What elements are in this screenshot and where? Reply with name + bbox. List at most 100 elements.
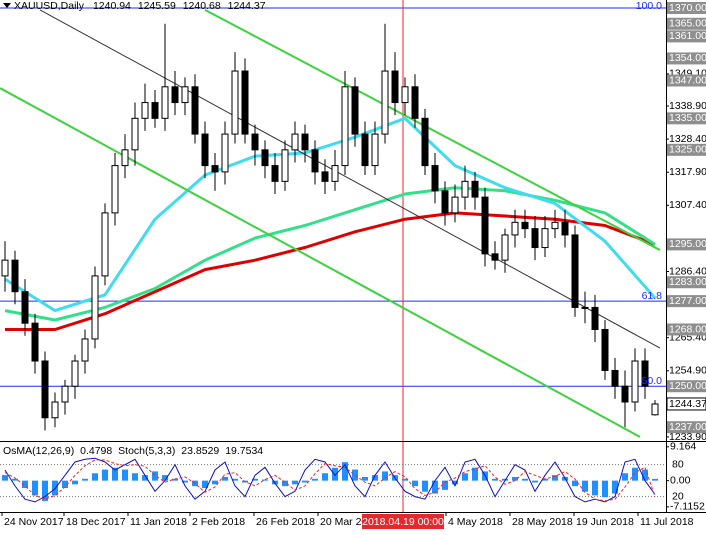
level-label: 1325.00 xyxy=(669,144,706,156)
candle-body xyxy=(421,117,429,167)
candle-body xyxy=(331,165,339,182)
candle-body xyxy=(81,338,89,362)
open-value: 1240.94 xyxy=(93,0,131,12)
candle-body xyxy=(21,291,29,324)
candle-body xyxy=(631,360,639,403)
price-box xyxy=(666,397,706,411)
level-label: 1370.00 xyxy=(669,2,706,14)
level-box xyxy=(667,143,706,156)
candle-body xyxy=(471,180,479,198)
candle-body xyxy=(11,259,19,293)
osma-bar xyxy=(422,480,428,492)
candle-body xyxy=(321,171,329,182)
osma-bar xyxy=(12,478,18,481)
stoch-main-value: 23.8529 xyxy=(181,445,219,457)
symbol: XAUUSD,Daily xyxy=(14,0,85,12)
osma-bar xyxy=(142,475,148,481)
level-box xyxy=(667,52,706,65)
moving-average xyxy=(4,186,656,322)
candle-body xyxy=(301,133,309,151)
osma-bar xyxy=(582,480,588,492)
level-label: 1277.00 xyxy=(669,295,706,307)
osma-bar xyxy=(222,476,228,481)
x-tick-label: 2 Feb 2018 xyxy=(192,516,245,528)
x-tick-label: 18 Dec 2017 xyxy=(66,516,126,528)
candle-body xyxy=(461,180,469,198)
candle-body xyxy=(531,228,539,249)
candle-body xyxy=(391,70,399,104)
candle-body xyxy=(31,322,39,362)
candle-body xyxy=(551,221,559,230)
candle-body xyxy=(61,385,69,403)
x-tick-label: 28 May 2018 xyxy=(512,516,573,528)
osma-bar xyxy=(322,473,328,481)
high-value: 1245.59 xyxy=(138,0,176,12)
y-tick-label: 1338.90 xyxy=(669,100,706,112)
level-box xyxy=(667,74,706,87)
osma-bar xyxy=(32,480,38,496)
candle-body xyxy=(51,401,59,419)
osma-bar xyxy=(182,480,188,483)
candle-body xyxy=(381,70,389,135)
y-tick-label: 1286.40 xyxy=(669,265,706,277)
osma-bar xyxy=(132,473,138,481)
candle-body xyxy=(291,133,299,151)
osma-bar xyxy=(22,480,28,489)
x-tick-label: 19 Jun 2018 xyxy=(576,516,634,528)
candle-body xyxy=(481,196,489,255)
osma-bar xyxy=(452,480,458,485)
osma-bar xyxy=(592,480,598,496)
candle-body xyxy=(71,360,79,387)
osma-bar xyxy=(122,469,128,481)
osma-bar xyxy=(72,480,78,485)
stoch-name: Stoch(5,3,3) xyxy=(118,445,175,457)
chart-title: XAUUSD,Daily 1240.94 1245.59 1240.68 124… xyxy=(14,0,266,12)
candle-body xyxy=(261,149,269,167)
candle-body xyxy=(651,403,659,416)
osma-bar xyxy=(342,462,348,481)
y-tick-label: 1307.40 xyxy=(669,199,706,211)
candle-body xyxy=(191,86,199,135)
osma-bar xyxy=(572,480,578,487)
candle-body xyxy=(151,102,159,119)
level-label: 1283.00 xyxy=(669,276,706,288)
level-label: 1347.00 xyxy=(669,74,706,86)
indicator-header: OsMA(12,26,9) 0.4798 Stoch(5,3,3) 23.852… xyxy=(3,445,263,457)
osma-bar xyxy=(262,479,268,481)
level-box xyxy=(667,238,706,251)
osma-bar xyxy=(172,478,178,481)
candle-body xyxy=(401,86,409,104)
osma-bar xyxy=(282,480,288,487)
fib-label: 50.0 xyxy=(642,375,663,387)
osma-bar xyxy=(442,480,448,490)
moving-average xyxy=(4,116,657,313)
osma-bar xyxy=(372,475,378,481)
trendline xyxy=(204,9,661,251)
level-box xyxy=(667,2,706,15)
candle-body xyxy=(251,133,259,151)
osma-bar xyxy=(432,480,438,494)
candle-body xyxy=(281,149,289,182)
x-tick-label: 24 Nov 2017 xyxy=(4,516,64,528)
stoch-line xyxy=(4,459,656,502)
osma-bar xyxy=(2,475,8,481)
candle-body xyxy=(601,328,609,371)
candle-body xyxy=(181,86,189,104)
level-label: 1237.00 xyxy=(669,421,706,433)
osma-bar xyxy=(522,478,528,481)
osma-bar xyxy=(612,480,618,494)
candle-body xyxy=(211,165,219,173)
candle-body xyxy=(451,196,459,214)
osma-bar xyxy=(512,476,518,481)
stoch-signal-value: 19.7534 xyxy=(225,445,263,457)
candle-body xyxy=(591,306,599,330)
candle-body xyxy=(241,70,249,135)
candle-body xyxy=(341,86,349,167)
stoch-line xyxy=(4,457,656,503)
candle-body xyxy=(1,259,9,277)
level-box xyxy=(667,276,706,289)
candle-body xyxy=(561,221,569,236)
candle-body xyxy=(571,234,579,308)
osma-bar xyxy=(112,467,118,481)
